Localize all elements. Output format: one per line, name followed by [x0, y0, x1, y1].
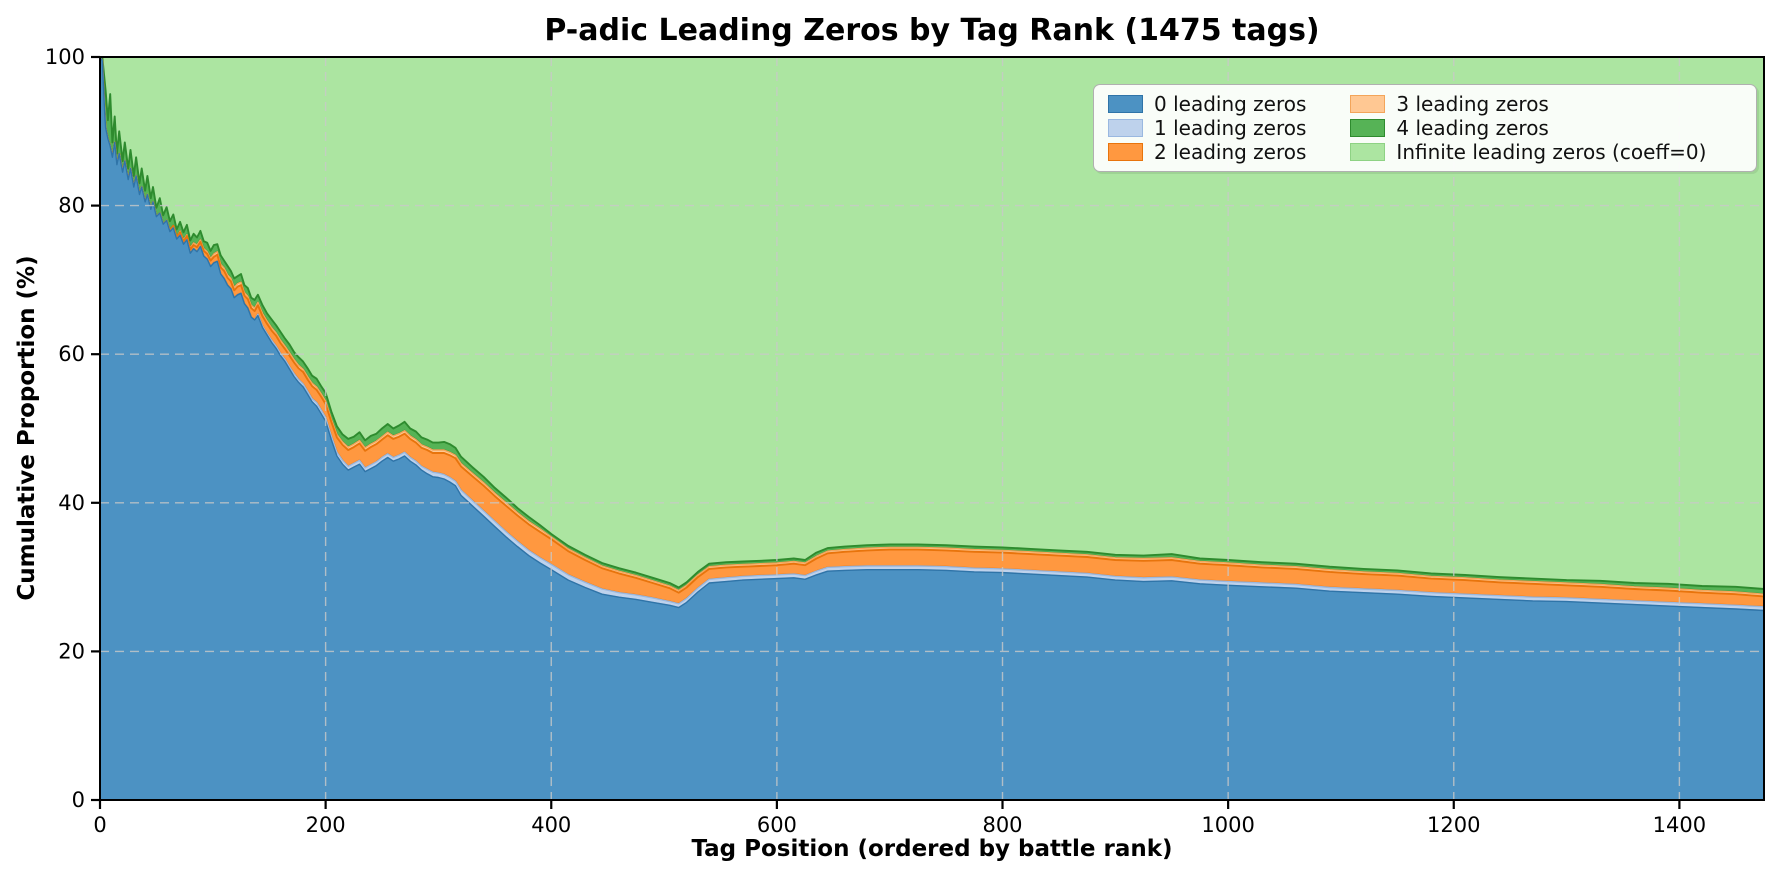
- legend-label: 1 leading zeros: [1154, 116, 1307, 140]
- x-tick-label: 1200: [1427, 813, 1480, 837]
- tick-labels: 0 200 400 600 800 1000 1200 1400 0 20 40 60 80 100: [45, 45, 1706, 837]
- legend-label: 4 leading zeros: [1396, 116, 1549, 140]
- y-tick-label: 20: [58, 639, 85, 663]
- plot-border: [99, 56, 1765, 801]
- legend-label: Infinite leading zeros (coeff=0): [1396, 140, 1707, 164]
- legend-swatch: [1108, 143, 1143, 161]
- legend-swatch: [1350, 119, 1386, 137]
- y-tick-label: 40: [58, 491, 85, 515]
- chart-title: P-adic Leading Zeros by Tag Rank (1475 t…: [544, 13, 1319, 48]
- axis-ticks: [91, 55, 1681, 809]
- y-tick-label: 100: [45, 45, 85, 69]
- legend-item: Infinite leading zeros (coeff=0): [1350, 140, 1706, 164]
- legend-item: 2 leading zeros: [1108, 140, 1306, 164]
- legend-item: 3 leading zeros: [1350, 92, 1706, 116]
- y-axis-label: Cumulative Proportion (%): [14, 255, 40, 600]
- legend-item: 4 leading zeros: [1350, 116, 1706, 140]
- x-tick-label: 1400: [1653, 813, 1706, 837]
- x-tick-label: 400: [531, 813, 571, 837]
- legend-label: 2 leading zeros: [1154, 140, 1307, 164]
- legend: 0 leading zeros 1 leading zeros 2 leading …: [1093, 84, 1757, 172]
- legend-item: 1 leading zeros: [1108, 116, 1306, 140]
- legend-label: 0 leading zeros: [1154, 92, 1307, 116]
- x-tick-label: 0: [93, 813, 106, 837]
- area-bands: [100, 57, 1764, 800]
- legend-swatch: [1350, 95, 1386, 113]
- x-tick-label: 200: [306, 813, 346, 837]
- plot-area: 0 200 400 600 800 1000 1200 1400 0 20 40 60 80 100: [45, 45, 1765, 837]
- x-tick-label: 800: [982, 813, 1022, 837]
- x-axis-label: Tag Position (ordered by battle rank): [691, 836, 1172, 862]
- y-tick-label: 80: [58, 194, 85, 218]
- y-tick-label: 0: [72, 788, 85, 812]
- legend-item: 0 leading zeros: [1108, 92, 1306, 116]
- band-0-leading-zeros: [100, 57, 1764, 800]
- legend-swatch: [1108, 119, 1143, 137]
- legend-swatch: [1108, 95, 1143, 113]
- x-tick-label: 1000: [1201, 813, 1254, 837]
- legend-swatch: [1350, 143, 1386, 161]
- x-tick-label: 600: [757, 813, 797, 837]
- y-tick-label: 60: [58, 342, 85, 366]
- legend-label: 3 leading zeros: [1396, 92, 1549, 116]
